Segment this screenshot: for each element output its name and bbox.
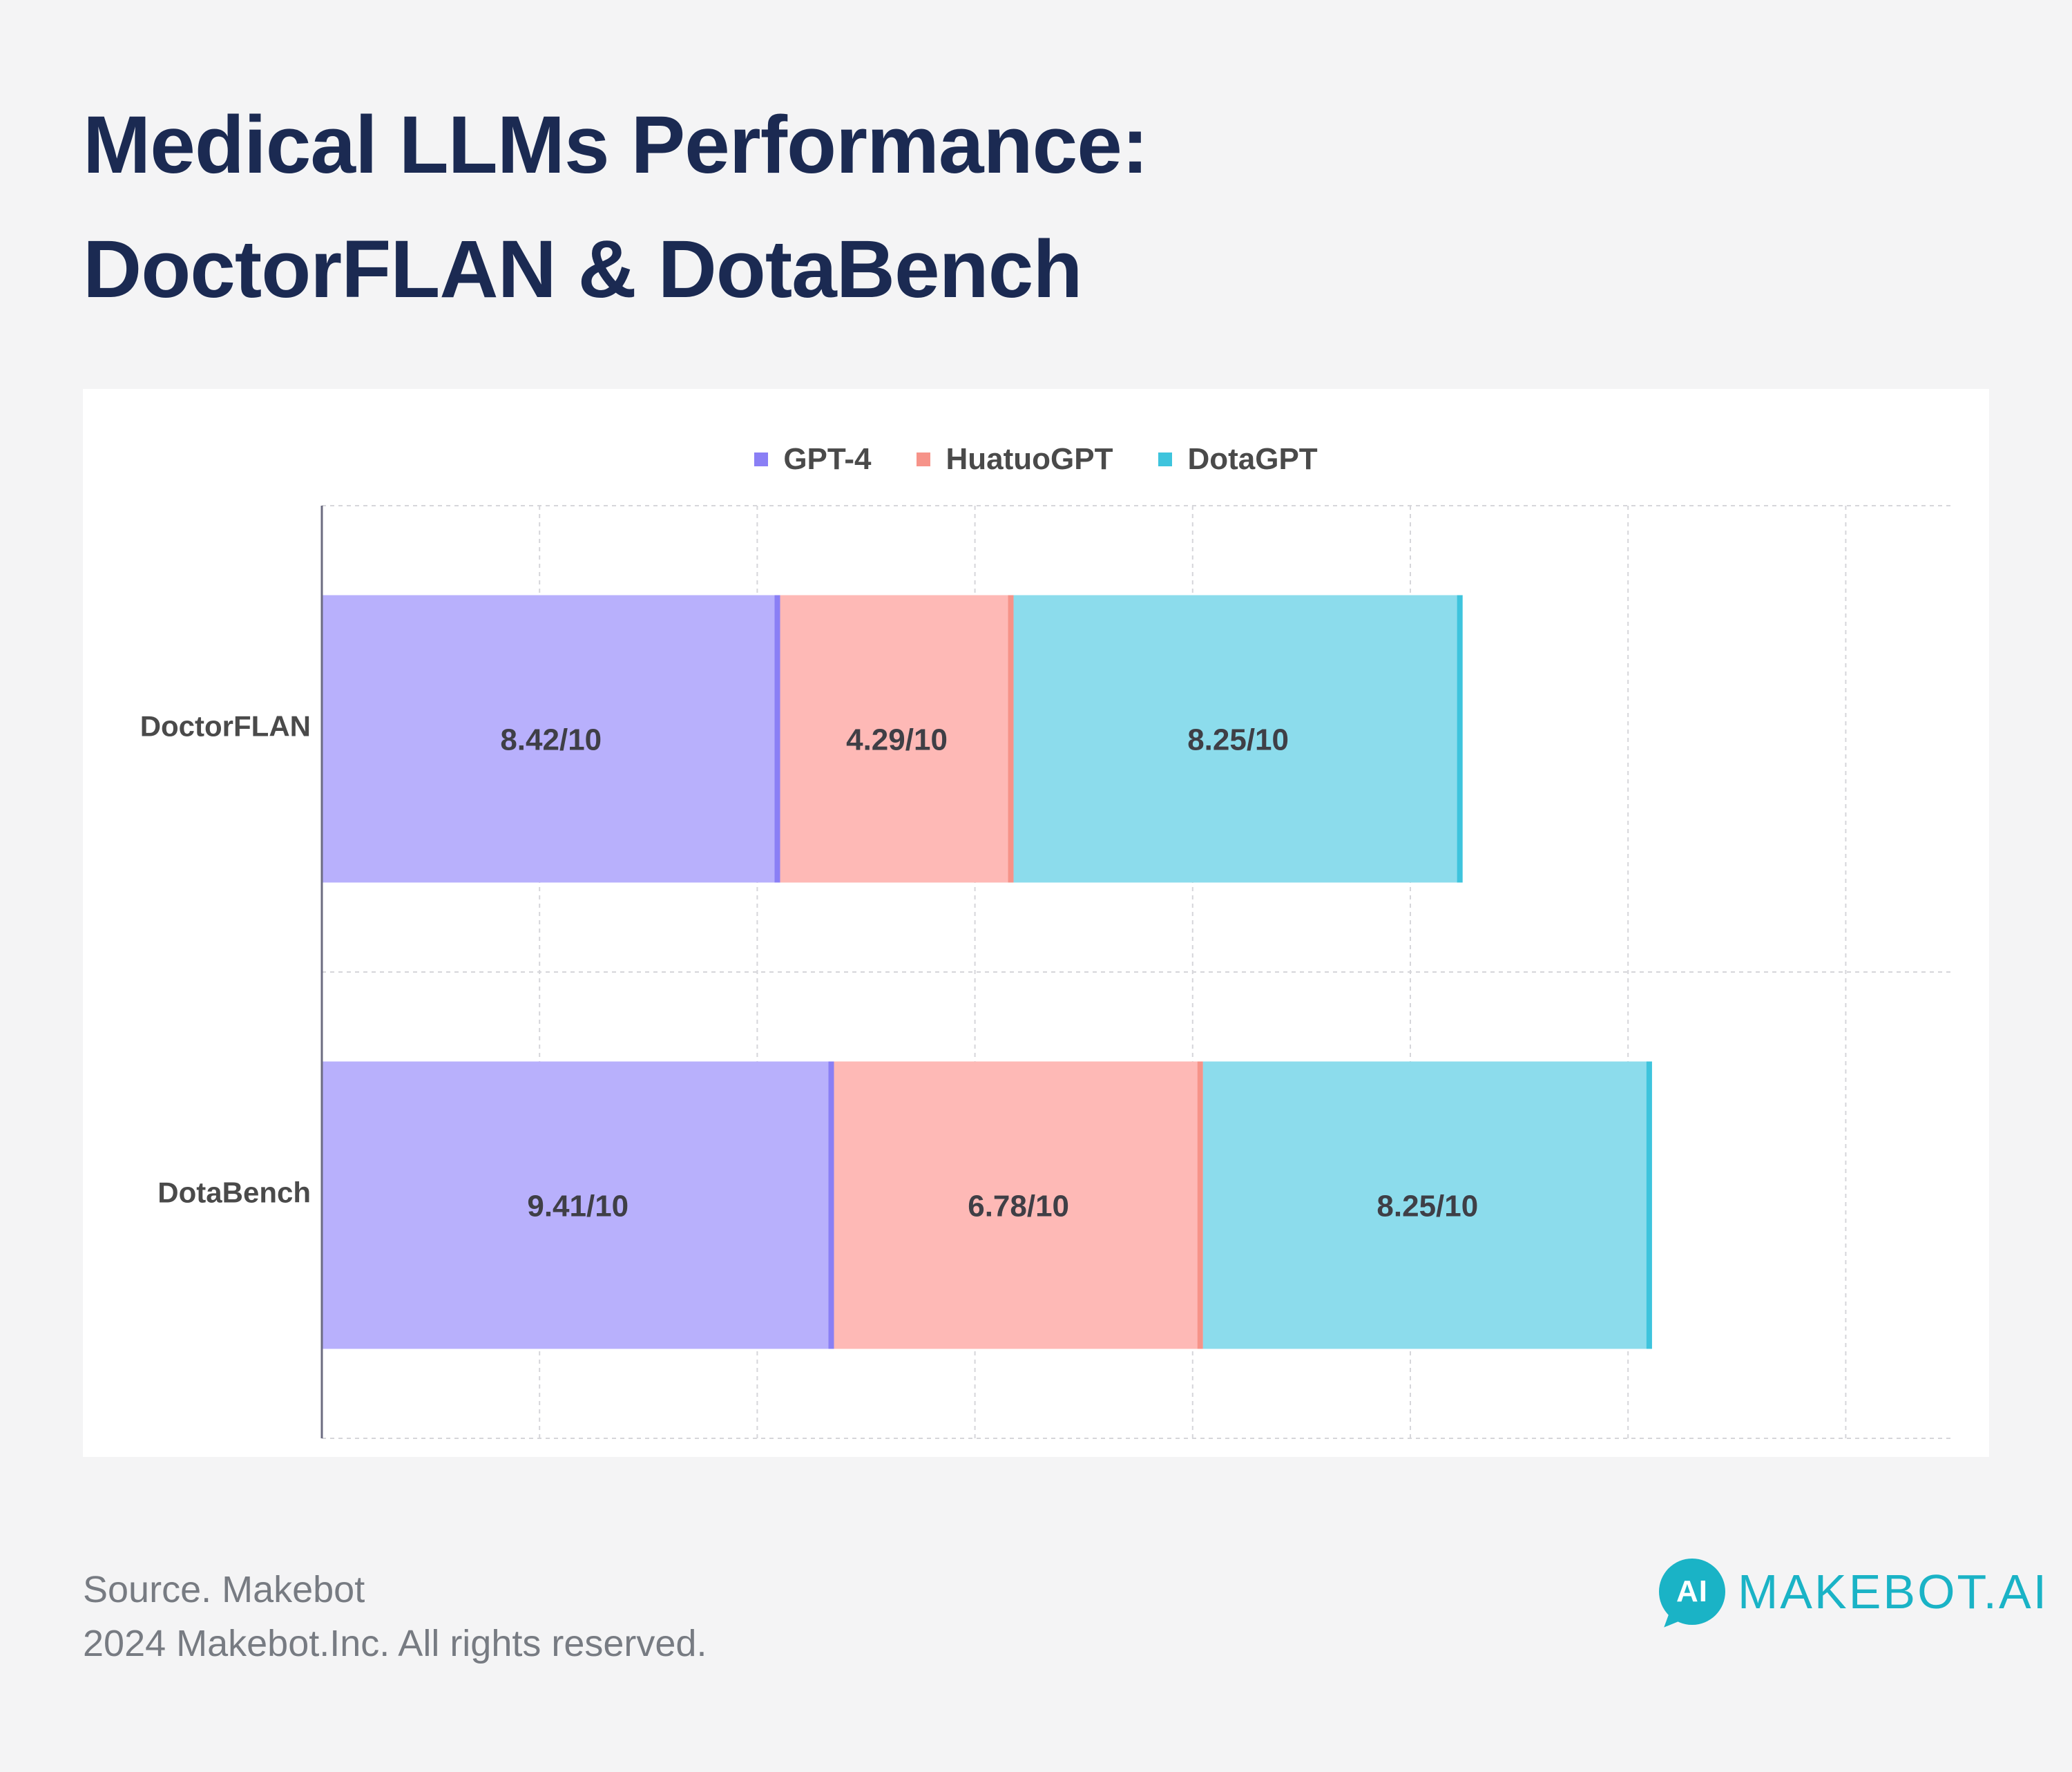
bar-gpt4-dotabench — [322, 1061, 834, 1349]
legend-label-gpt4: GPT-4 — [783, 442, 872, 476]
chart-title: Medical LLMs Performance: DoctorFLAN & D… — [83, 83, 1149, 332]
legend-swatch-gpt4 — [754, 452, 769, 466]
bar-edge-huatuogpt-doctorflan — [1008, 595, 1014, 883]
legend-item-gpt4: GPT-4 — [754, 442, 871, 477]
source-text: Source. Makebot — [83, 1569, 365, 1610]
copyright-text: 2024 Makebot.Inc. All rights reserved. — [83, 1623, 707, 1664]
bar-huatuogpt-doctorflan — [780, 595, 1014, 883]
bar-edge-gpt4-dotabench — [828, 1061, 834, 1349]
makebot-logo-text: MAKEBOT.AI — [1738, 1565, 2049, 1619]
bar-huatuogpt-dotabench — [834, 1061, 1203, 1349]
data-label-dotagpt-dotabench: 8.25/10 — [1376, 1190, 1478, 1223]
data-label-dotagpt-doctorflan: 8.25/10 — [1187, 723, 1289, 757]
bar-dotagpt-dotabench — [1202, 1061, 1652, 1349]
data-label-gpt4-dotabench: 9.41/10 — [527, 1190, 629, 1223]
makebot-logo[interactable]: AI MAKEBOT.AI — [1659, 1559, 2049, 1625]
legend-swatch-huatuogpt — [917, 452, 931, 466]
data-label-huatuogpt-doctorflan: 4.29/10 — [846, 723, 948, 757]
footer: Source. Makebot 2024 Makebot.Inc. All ri… — [83, 1563, 707, 1670]
category-label-doctorflan: DoctorFLAN — [140, 710, 311, 743]
data-label-huatuogpt-dotabench: 6.78/10 — [968, 1190, 1069, 1223]
legend-item-dotagpt: DotaGPT — [1158, 442, 1318, 477]
bar-edge-gpt4-doctorflan — [774, 595, 780, 883]
legend-label-dotagpt: DotaGPT — [1187, 442, 1318, 476]
legend-label-huatuogpt: HuatuoGPT — [946, 442, 1113, 476]
data-label-gpt4-doctorflan: 8.42/10 — [500, 723, 602, 757]
bar-edge-huatuogpt-dotabench — [1197, 1061, 1203, 1349]
title-line-2: DoctorFLAN & DotaBench — [83, 224, 1082, 315]
bar-edge-dotagpt-dotabench — [1646, 1061, 1652, 1349]
bar-gpt4-doctorflan — [322, 595, 780, 883]
category-label-dotabench: DotaBench — [157, 1176, 311, 1209]
bar-dotagpt-doctorflan — [1013, 595, 1463, 883]
bar-edge-dotagpt-doctorflan — [1457, 595, 1463, 883]
legend-item-huatuogpt: HuatuoGPT — [917, 442, 1113, 477]
makebot-logo-icon: AI — [1659, 1559, 1725, 1625]
legend-swatch-dotagpt — [1158, 452, 1173, 466]
title-line-1: Medical LLMs Performance: — [83, 99, 1149, 191]
chart-legend: GPT-4 HuatuoGPT DotaGPT — [0, 442, 2072, 477]
